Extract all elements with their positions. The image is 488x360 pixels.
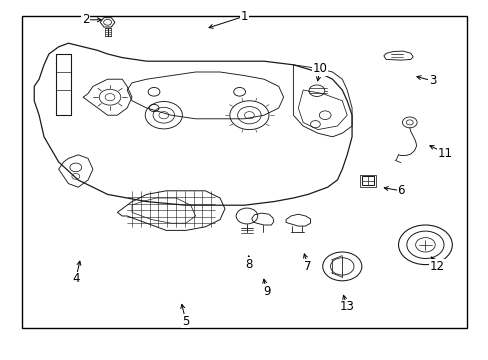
Text: 5: 5 [182,315,189,328]
Text: 3: 3 [428,75,436,87]
Text: 6: 6 [396,184,404,197]
Text: 8: 8 [245,258,253,271]
Text: 2: 2 [81,13,89,26]
Bar [22,16,466,328]
Text: 7: 7 [304,260,311,273]
Text: 1: 1 [240,10,248,23]
Text: 4: 4 [72,273,80,285]
Text: 11: 11 [437,147,451,159]
Text: 12: 12 [429,260,444,273]
Text: 10: 10 [312,62,327,75]
Text: 13: 13 [339,300,354,313]
Text: 9: 9 [262,285,270,298]
